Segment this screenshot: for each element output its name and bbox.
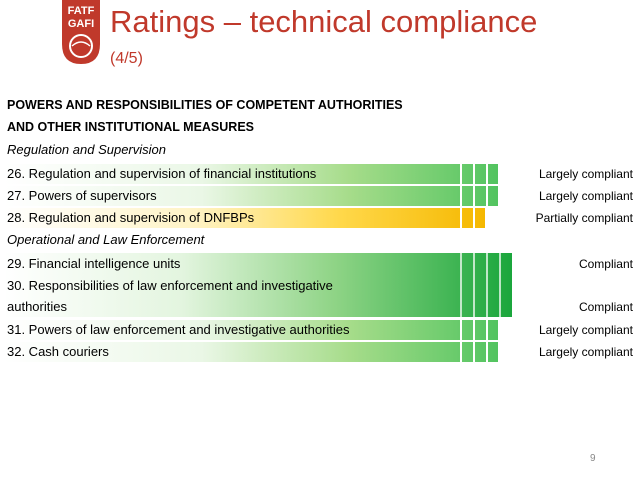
rating-value-29: Compliant	[578, 257, 633, 271]
rating-value-27: Largely compliant	[538, 189, 633, 203]
group-label-regulation: Regulation and Supervision	[7, 142, 166, 157]
rating-value-26: Largely compliant	[538, 167, 633, 181]
rating-bar-32	[4, 342, 498, 362]
svg-text:GAFI: GAFI	[68, 18, 94, 30]
page-title: Ratings – technical compliance	[110, 4, 538, 39]
rating-bar-26	[4, 164, 498, 184]
page-subtitle: (4/5)	[110, 50, 143, 67]
rating-value-28: Partially compliant	[535, 211, 633, 225]
item-label-31: 31. Powers of law enforcement and invest…	[7, 322, 350, 337]
rating-value-30: Compliant	[578, 300, 633, 314]
item-label-29: 29. Financial intelligence units	[7, 256, 181, 271]
rating-value-31: Largely compliant	[538, 323, 633, 337]
rating-bar-29-30	[4, 253, 512, 317]
item-label-28: 28. Regulation and supervision of DNFBPs	[7, 210, 255, 225]
rating-row-29: 29. Financial intelligence units Complia…	[0, 253, 638, 275]
rating-row-30: 30. Responsibilities of law enforcement …	[0, 275, 638, 317]
section-header-line2: AND OTHER INSTITUTIONAL MEASURES	[7, 120, 254, 134]
svg-text:FATF: FATF	[68, 5, 95, 17]
rating-row-26: 26. Regulation and supervision of financ…	[0, 163, 638, 185]
rating-row-28: 28. Regulation and supervision of DNFBPs…	[0, 207, 638, 229]
rating-bar-31	[4, 320, 498, 340]
rating-row-32: 32. Cash couriers Largely compliant	[0, 341, 638, 363]
item-label-30-line2: authorities	[7, 299, 67, 314]
section-header-line1: POWERS AND RESPONSIBILITIES OF COMPETENT…	[7, 98, 403, 112]
page-number: 9	[590, 453, 596, 464]
rating-bar-28	[4, 208, 485, 228]
rating-row-27: 27. Powers of supervisors Largely compli…	[0, 185, 638, 207]
item-label-32: 32. Cash couriers	[7, 344, 109, 359]
group-label-operational: Operational and Law Enforcement	[7, 232, 205, 247]
item-label-30-line1: 30. Responsibilities of law enforcement …	[7, 278, 333, 293]
rating-bar-27	[4, 186, 498, 206]
rating-row-31: 31. Powers of law enforcement and invest…	[0, 319, 638, 341]
item-label-26: 26. Regulation and supervision of financ…	[7, 166, 317, 181]
fatf-gafi-logo: FATF GAFI	[62, 0, 100, 64]
rating-value-32: Largely compliant	[538, 345, 633, 359]
item-label-27: 27. Powers of supervisors	[7, 188, 157, 203]
